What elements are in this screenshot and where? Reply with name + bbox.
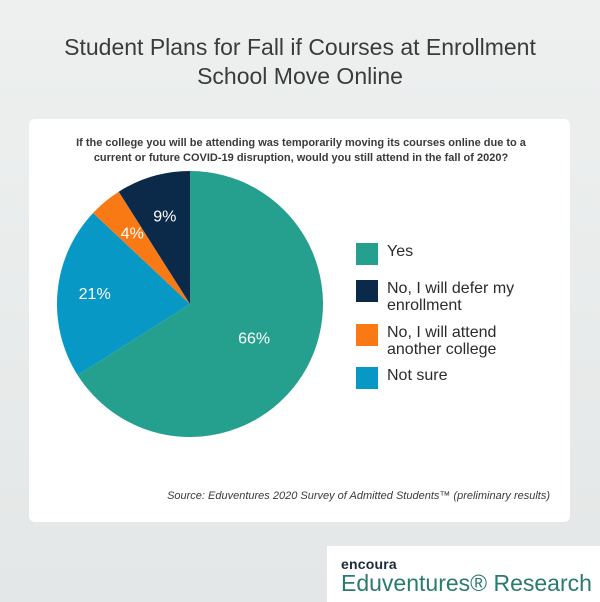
legend-label-not-sure: Not sure — [387, 367, 448, 384]
legend-item-not-sure: Not sure — [356, 367, 447, 389]
legend-item-yes: Yes — [356, 243, 413, 265]
legend-label-another-college: No, I will attend another college — [387, 324, 497, 358]
legend-item-another-college: No, I will attend another college — [356, 324, 496, 358]
legend-label-yes: Yes — [387, 243, 414, 260]
pie-label-yes: 66% — [238, 330, 270, 347]
source-note: Source: Eduventures 2020 Survey of Admit… — [167, 490, 550, 502]
chart-card: If the college you will be attending was… — [29, 119, 570, 522]
pie-label-no-i-will-attend-another-college: 4% — [121, 226, 144, 243]
page-title: Student Plans for Fall if Courses at Enr… — [0, 33, 600, 91]
legend-item-defer: No, I will defer my enrollment — [356, 280, 514, 314]
survey-question: If the college you will be attending was… — [76, 137, 526, 164]
pie-chart: 66% 21% 4% 9% — [56, 171, 324, 438]
pie-label-no-i-will-defer-my-enrollment: 9% — [153, 208, 176, 225]
legend-swatch-yes — [356, 243, 378, 265]
brand-logo: encoura Eduventures® Research — [327, 546, 600, 602]
pie-slice-yes — [77, 171, 324, 438]
brand-eduventures-research: Eduventures® Research — [341, 570, 592, 596]
legend-label-defer: No, I will defer my enrollment — [387, 280, 515, 314]
pie-slice-no-i-will-defer-my-enrollment — [118, 171, 190, 304]
pie-label-not-sure: 21% — [79, 286, 111, 303]
page-title-line2: School Move Online — [197, 63, 403, 89]
legend-swatch-not-sure — [356, 367, 378, 389]
pie-slice-not-sure — [56, 212, 190, 376]
legend-swatch-defer — [356, 280, 378, 302]
pie-slice-no-i-will-attend-another-college — [93, 191, 190, 304]
legend-swatch-another-college — [356, 324, 378, 346]
brand-encoura: encoura — [341, 556, 397, 572]
page-title-line1: Student Plans for Fall if Courses at Enr… — [64, 34, 536, 60]
